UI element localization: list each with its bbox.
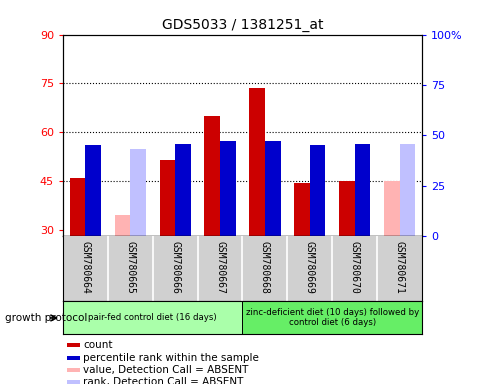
Bar	[63, 301, 242, 334]
Bar	[242, 301, 421, 334]
Bar	[338, 181, 354, 236]
Text: value, Detection Call = ABSENT: value, Detection Call = ABSENT	[83, 365, 248, 375]
Bar	[399, 144, 414, 236]
Text: GSM780670: GSM780670	[349, 242, 359, 294]
Title: GDS5033 / 1381251_at: GDS5033 / 1381251_at	[162, 18, 322, 32]
Text: GSM780668: GSM780668	[259, 242, 270, 294]
Bar	[293, 182, 309, 236]
Text: GSM780664: GSM780664	[80, 242, 91, 294]
Bar	[354, 144, 370, 236]
Bar	[220, 141, 235, 236]
Text: GSM780669: GSM780669	[304, 242, 314, 294]
Bar	[264, 141, 280, 236]
Bar	[159, 160, 175, 236]
Bar	[204, 116, 220, 236]
Text: growth protocol: growth protocol	[5, 313, 87, 323]
Text: GSM780667: GSM780667	[214, 242, 225, 294]
Bar	[383, 181, 399, 236]
Text: percentile rank within the sample: percentile rank within the sample	[83, 353, 258, 363]
Bar	[66, 343, 80, 347]
Text: rank, Detection Call = ABSENT: rank, Detection Call = ABSENT	[83, 377, 243, 384]
Bar	[85, 146, 101, 236]
Text: zinc-deficient diet (10 days) followed by
control diet (6 days): zinc-deficient diet (10 days) followed b…	[245, 308, 418, 328]
Text: pair-fed control diet (16 days): pair-fed control diet (16 days)	[88, 313, 217, 322]
Bar	[130, 149, 146, 236]
Bar	[175, 144, 191, 236]
Text: GSM780671: GSM780671	[393, 242, 404, 294]
Bar	[249, 88, 264, 236]
Text: GSM780666: GSM780666	[170, 242, 180, 294]
Bar	[70, 178, 85, 236]
Bar	[66, 368, 80, 372]
Text: count: count	[83, 340, 112, 350]
Bar	[66, 356, 80, 360]
Bar	[309, 146, 325, 236]
Bar	[114, 215, 130, 236]
Bar	[66, 380, 80, 384]
Text: GSM780665: GSM780665	[125, 242, 135, 294]
